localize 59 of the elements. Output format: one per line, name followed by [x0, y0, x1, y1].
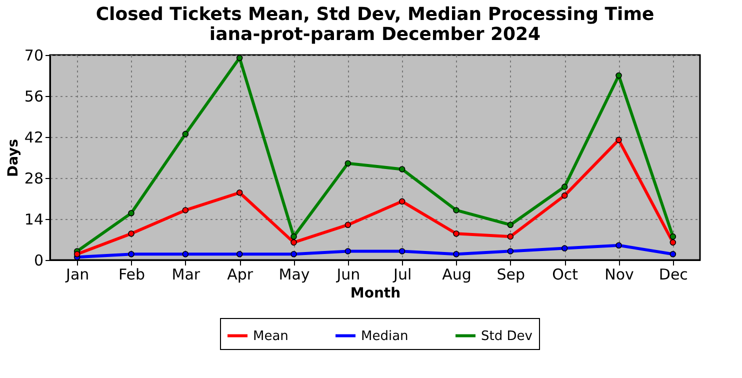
y-axis-title: Days [5, 138, 22, 178]
point [236, 251, 243, 258]
point [128, 210, 134, 216]
point [344, 222, 352, 228]
x-tick-label: Jan [65, 266, 90, 284]
point [290, 251, 297, 258]
point [398, 248, 406, 254]
point [182, 207, 189, 214]
point [507, 222, 514, 228]
x-tick-label: Dec [658, 266, 688, 284]
y-tick-label: 14 [24, 210, 44, 228]
point [670, 239, 676, 246]
point [507, 248, 514, 254]
y-tick-label: 28 [24, 170, 44, 188]
y-tick-label: 56 [24, 88, 44, 106]
point [561, 192, 568, 199]
y-tick-label: 70 [24, 46, 44, 64]
point [561, 245, 568, 252]
point [74, 251, 80, 258]
point [670, 251, 676, 258]
x-tick-label: Sep [496, 266, 526, 284]
point [561, 184, 568, 190]
point [507, 233, 514, 240]
point [616, 242, 622, 248]
y-tick-label: 42 [24, 128, 44, 146]
legend-label: Median [361, 328, 408, 344]
point [453, 251, 460, 258]
x-tick-label: Oct [552, 266, 578, 284]
point [344, 248, 352, 254]
point [453, 230, 460, 237]
point [398, 198, 406, 205]
x-tick-label: Jun [336, 266, 360, 284]
x-tick-label: May [278, 266, 310, 284]
legend-label: Mean [253, 328, 288, 344]
x-tick-label: Aug [442, 266, 472, 284]
legend-label: Std Dev [481, 328, 533, 344]
y-tick-label: 0 [34, 252, 44, 270]
point [236, 54, 243, 62]
point [453, 207, 460, 214]
x-axis-title: Month [350, 286, 401, 302]
chart-subtitle: iana-prot-param December 2024 [209, 24, 541, 45]
point [616, 72, 622, 79]
chart-title: Closed Tickets Mean, Std Dev, Median Processing Time [96, 4, 654, 25]
point [290, 233, 297, 240]
point [344, 160, 352, 166]
x-tick-label: Nov [604, 266, 634, 284]
x-tick-label: Feb [118, 266, 146, 284]
point [290, 239, 297, 246]
point [182, 130, 189, 138]
point [616, 136, 622, 144]
x-tick-label: Apr [227, 266, 254, 284]
point [128, 230, 134, 237]
point [670, 233, 676, 240]
x-tick-label: Mar [172, 266, 201, 284]
point [236, 190, 243, 196]
point [182, 251, 189, 258]
point [128, 251, 134, 258]
x-tick-label: Jul [392, 266, 412, 284]
point [398, 166, 406, 172]
